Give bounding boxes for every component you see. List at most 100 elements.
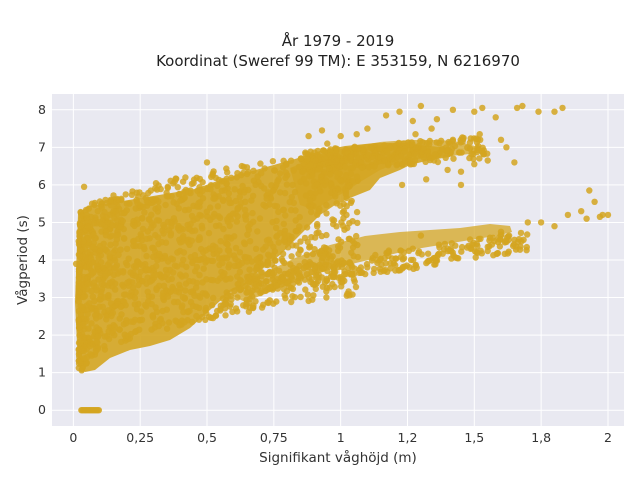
scatter-point (351, 145, 359, 152)
scatter-point (87, 351, 94, 358)
scatter-point (90, 279, 98, 286)
scatter-point (122, 291, 129, 298)
scatter-point (245, 186, 252, 194)
scatter-point (343, 203, 350, 210)
scatter-point (246, 274, 253, 282)
scatter-point (496, 236, 504, 243)
scatter-point-outlier (551, 223, 558, 230)
scatter-point (311, 149, 318, 156)
scatter-point (458, 243, 466, 251)
scatter-point (239, 182, 246, 190)
scatter-point (330, 220, 337, 228)
scatter-point (341, 259, 348, 267)
y-tick-label-2: 2 (38, 327, 46, 342)
scatter-point (442, 154, 449, 161)
scatter-point (200, 265, 207, 272)
scatter-point (423, 140, 431, 147)
scatter-point-outlier (578, 208, 585, 215)
scatter-point (269, 158, 277, 165)
scatter-point (431, 151, 439, 158)
scatter-point (139, 277, 146, 285)
scatter-point (107, 219, 114, 226)
scatter-point (164, 184, 171, 192)
scatter-point (198, 222, 205, 229)
scatter-point (271, 248, 279, 255)
scatter-point-outlier (409, 117, 416, 125)
scatter-point (274, 178, 281, 185)
scatter-point (219, 196, 227, 203)
scatter-point-outlier (535, 108, 542, 115)
scatter-point (343, 194, 350, 202)
scatter-point (236, 249, 244, 256)
scatter-point-outlier (460, 134, 467, 142)
scatter-point (156, 317, 163, 324)
x-tick-label-4: 1 (337, 430, 345, 445)
scatter-point (124, 261, 131, 269)
scatter-point (105, 328, 112, 335)
scatter-point (355, 154, 362, 161)
scatter-point (92, 312, 99, 319)
scatter-point (365, 164, 372, 171)
scatter-point (289, 293, 296, 300)
scatter-point (180, 308, 187, 316)
scatter-point-outlier (524, 219, 531, 226)
scatter-point-outlier (449, 136, 457, 143)
scatter-point (436, 140, 443, 147)
scatter-point (108, 232, 115, 239)
scatter-point (489, 234, 497, 241)
scatter-point (303, 251, 310, 258)
scatter-point (179, 302, 186, 309)
scatter-point (243, 289, 250, 296)
scatter-point-outlier (409, 245, 416, 252)
scatter-point (219, 259, 226, 267)
scatter-point (450, 155, 457, 162)
scatter-point (117, 246, 124, 253)
scatter-point (209, 301, 216, 309)
scatter-point (112, 240, 119, 247)
scatter-point (376, 145, 383, 152)
scatter-point (313, 230, 320, 237)
scatter-point (337, 176, 344, 184)
scatter-point (236, 268, 244, 276)
scatter-point (189, 259, 196, 267)
scatter-point (147, 187, 154, 194)
scatter-point (310, 292, 317, 299)
x-axis-title: Signifikant våghöjd (m) (259, 449, 417, 466)
scatter-point (123, 207, 130, 214)
scatter-point (349, 218, 356, 225)
scatter-point (323, 294, 330, 301)
scatter-point (148, 211, 155, 218)
scatter-point (263, 237, 271, 244)
scatter-point (410, 256, 417, 264)
scatter-point (263, 195, 270, 202)
scatter-point (117, 223, 124, 230)
scatter-point (335, 263, 342, 271)
scatter-point (370, 269, 377, 276)
scatter-point (101, 346, 109, 353)
scatter-point (270, 187, 277, 194)
scatter-point (136, 189, 143, 196)
scatter-point (234, 294, 241, 301)
scatter-point (242, 216, 250, 223)
scatter-point-outlier (551, 108, 558, 115)
scatter-point-outlier (412, 131, 419, 138)
scatter-point (271, 167, 278, 174)
scatter-point (347, 170, 355, 178)
scatter-point (273, 298, 280, 305)
scatter-point-outlier (433, 116, 441, 123)
scatter-point (153, 217, 161, 224)
scatter-point (477, 235, 484, 242)
scatter-point-outlier (337, 132, 344, 140)
scatter-point (223, 275, 231, 283)
scatter-point (392, 261, 399, 269)
scatter-point (412, 145, 420, 152)
scatter-point (223, 255, 231, 262)
scatter-point-outlier (417, 102, 425, 110)
scatter-point (199, 195, 207, 202)
scatter-point (297, 155, 305, 162)
scatter-point-outlier (369, 254, 376, 262)
scatter-point (108, 312, 115, 320)
scatter-point-outlier (505, 232, 513, 239)
scatter-point-outlier (497, 136, 505, 143)
scatter-point (182, 287, 189, 294)
